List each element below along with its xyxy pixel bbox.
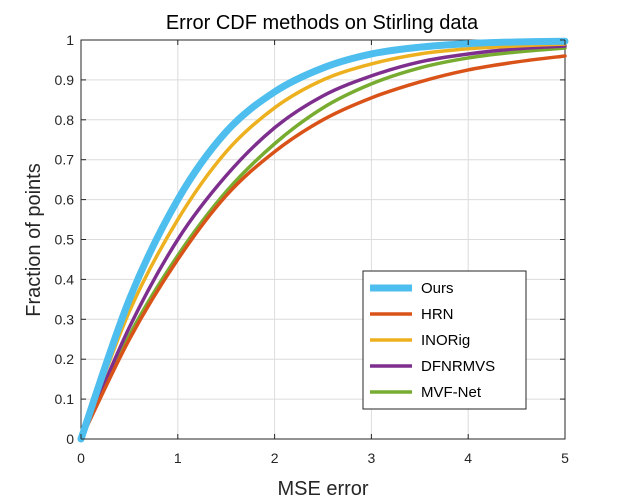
x-tick-label: 5: [561, 450, 569, 466]
y-tick-label: 1: [66, 32, 74, 48]
series-line-ours: [77, 37, 569, 443]
y-tick-label: 0.7: [55, 152, 75, 168]
x-tick-label: 0: [77, 450, 85, 466]
y-tick-label: 0: [66, 431, 74, 447]
x-tick-label: 4: [464, 450, 472, 466]
legend-label: Ours: [421, 280, 454, 297]
y-tick-label: 0.9: [55, 72, 75, 88]
series-line-mvf-net: [79, 46, 567, 441]
x-tick-label: 3: [368, 450, 376, 466]
legend-label: INORig: [421, 332, 470, 349]
y-tick-label: 0.4: [55, 271, 75, 287]
axis-ticks: 0 1 2 3 4 5 0 0.1 0.2 0.3 0.4 0.5 0.6 0.7 0.8 0.9 1: [55, 32, 570, 466]
series-line-inorig: [79, 42, 567, 441]
series-line-hrn: [79, 54, 567, 441]
series-layer: [77, 37, 569, 443]
y-tick-label: 0.2: [55, 351, 75, 367]
x-tick-label: 1: [174, 450, 182, 466]
legend: Ours HRN INORig DFNRMVS MVF-Net: [362, 270, 527, 410]
y-tick-label: 0.5: [55, 232, 75, 248]
x-tick-label: 2: [271, 450, 279, 466]
y-tick-label: 0.8: [55, 112, 75, 128]
y-tick-label: 0.3: [55, 311, 75, 327]
series-line-dfnrmvs: [79, 44, 567, 441]
x-axis-label: MSE error: [277, 478, 368, 500]
chart-title: Error CDF methods on Stirling data: [166, 12, 479, 34]
legend-label: DFNRMVS: [421, 358, 495, 375]
legend-label: MVF-Net: [421, 384, 482, 401]
y-tick-label: 0.6: [55, 192, 75, 208]
y-tick-label: 0.1: [55, 391, 75, 407]
y-axis-label: Fraction of points: [23, 163, 45, 316]
legend-label: HRN: [421, 306, 454, 323]
